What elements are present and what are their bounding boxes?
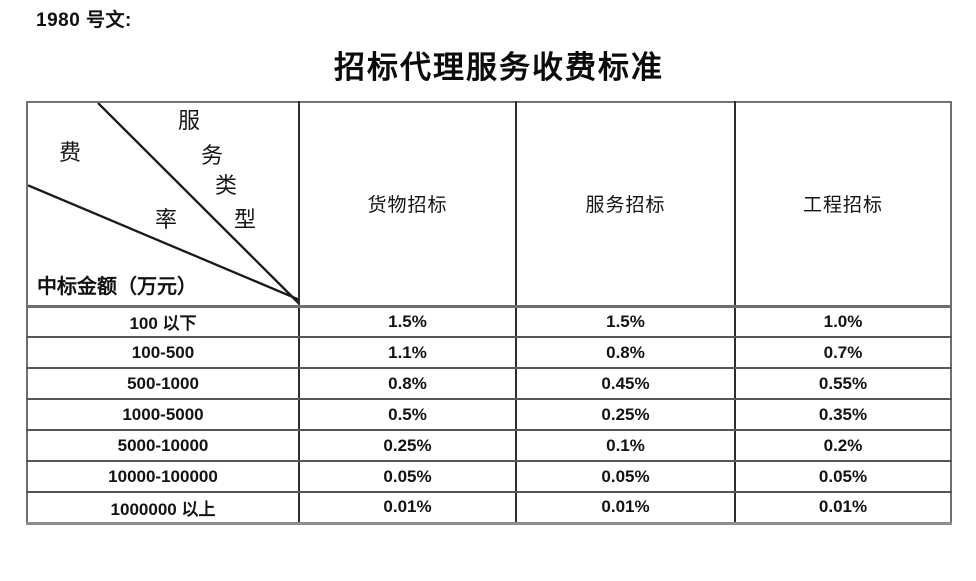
table-header-row: 服 务 类 型 费 率 中标金额（万元） 货物招标 服务招标 工程招标 [26, 101, 952, 308]
row-range: 10000-100000 [26, 460, 300, 493]
corner-service-type-char: 务 [201, 143, 224, 168]
diagonal-line-lower [28, 184, 298, 301]
column-header-services: 服务招标 [515, 101, 736, 308]
fee-value: 1.0% [734, 305, 952, 338]
table-row: 100 以下 1.5% 1.5% 1.0% [26, 305, 952, 338]
fee-value: 0.8% [298, 367, 517, 400]
fee-value: 0.05% [298, 460, 517, 493]
diagonal-line-upper [97, 103, 298, 305]
column-header-goods: 货物招标 [298, 101, 517, 308]
table-row: 5000-10000 0.25% 0.1% 0.2% [26, 429, 952, 462]
corner-service-type-char: 类 [215, 173, 238, 198]
fee-value: 0.01% [298, 491, 517, 525]
table-row: 100-500 1.1% 0.8% 0.7% [26, 336, 952, 369]
row-range: 1000000 以上 [26, 491, 300, 525]
fee-standard-table: 服 务 类 型 费 率 中标金额（万元） 货物招标 服务招标 工程招标 100 … [26, 101, 952, 525]
fee-value: 0.45% [515, 367, 736, 400]
fee-value: 0.8% [515, 336, 736, 369]
fee-value: 0.25% [298, 429, 517, 462]
row-range: 500-1000 [26, 367, 300, 400]
corner-amount-label: 中标金额（万元） [37, 276, 197, 298]
table-row: 1000000 以上 0.01% 0.01% 0.01% [26, 491, 952, 525]
page-title: 招标代理服务收费标准 [334, 50, 664, 85]
corner-fee-rate-char: 费 [59, 140, 82, 165]
fee-value: 0.01% [734, 491, 952, 525]
table-corner-cell: 服 务 类 型 费 率 中标金额（万元） [26, 101, 300, 308]
table-row: 1000-5000 0.5% 0.25% 0.35% [26, 398, 952, 431]
fee-value: 0.35% [734, 398, 952, 431]
corner-service-type-char: 型 [234, 207, 257, 232]
fee-value: 0.01% [515, 491, 736, 525]
fee-value: 1.5% [515, 305, 736, 338]
fee-value: 0.05% [734, 460, 952, 493]
fee-value: 0.55% [734, 367, 952, 400]
table-row: 10000-100000 0.05% 0.05% 0.05% [26, 460, 952, 493]
fee-value: 0.5% [298, 398, 517, 431]
row-range: 1000-5000 [26, 398, 300, 431]
fee-value: 0.2% [734, 429, 952, 462]
row-range: 5000-10000 [26, 429, 300, 462]
diagonal-divider [28, 103, 298, 305]
row-range: 100-500 [26, 336, 300, 369]
fee-value: 0.25% [515, 398, 736, 431]
fee-value: 0.05% [515, 460, 736, 493]
fee-value: 0.1% [515, 429, 736, 462]
fee-value: 0.7% [734, 336, 952, 369]
corner-fee-rate-char: 率 [155, 207, 178, 232]
fee-value: 1.1% [298, 336, 517, 369]
fee-value: 1.5% [298, 305, 517, 338]
doc-number-label: 1980 号文: [36, 10, 132, 31]
column-header-engineering: 工程招标 [734, 101, 952, 308]
table-row: 500-1000 0.8% 0.45% 0.55% [26, 367, 952, 400]
corner-service-type-char: 服 [178, 108, 201, 133]
row-range: 100 以下 [26, 305, 300, 338]
